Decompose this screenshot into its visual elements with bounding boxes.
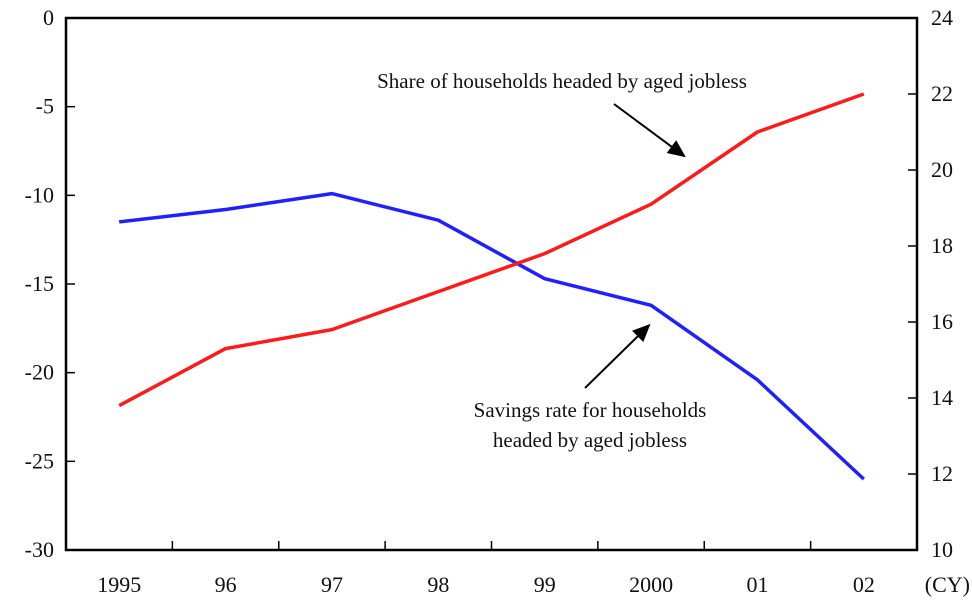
annotation-arrow-household-share [613, 103, 686, 158]
x-axis-unit-label: (CY) [925, 572, 970, 597]
right-axis-tick-label: 12 [931, 461, 953, 486]
left-axis-tick-label: -30 [25, 537, 54, 562]
right-axis-tick-label: 24 [931, 5, 953, 30]
left-axis-tick-label: 0 [43, 5, 54, 30]
annotations: Share of households headed by aged joble… [377, 69, 747, 452]
x-axis-tick-label: 02 [853, 572, 875, 597]
right-axis-tick-label: 22 [931, 81, 953, 106]
left-axis-tick-label: -5 [36, 94, 54, 119]
tick-labels: 0 -5 -10 -15 -20 -25 -30 24 22 20 18 16 14 12 10 1995 96… [25, 5, 970, 597]
left-axis-tick-label: -25 [25, 448, 54, 473]
x-axis-tick-label: 2000 [629, 572, 673, 597]
right-axis-tick-label: 20 [931, 157, 953, 182]
left-axis-tick-label: -10 [25, 182, 54, 207]
right-axis-tick-label: 14 [931, 385, 953, 410]
x-axis-tick-label: 99 [534, 572, 556, 597]
left-axis-tick-label: -20 [25, 360, 54, 385]
right-axis-tick-label: 16 [931, 309, 953, 334]
right-axis-tick-label: 18 [931, 233, 953, 258]
annotation-arrow-savings-rate [584, 323, 651, 389]
annotation-savings-rate-line1: Savings rate for households [474, 398, 707, 422]
annotation-savings-rate-line2: headed by aged jobless [493, 428, 687, 452]
x-axis-tick-label: 97 [321, 572, 343, 597]
x-axis-tick-label: 96 [215, 572, 237, 597]
x-axis-tick-label: 01 [746, 572, 768, 597]
series-line-household-share [118, 92, 865, 408]
x-axis-tick-label: 98 [427, 572, 449, 597]
axis-ticks [66, 17, 917, 551]
series-line-savings-rate [118, 191, 865, 481]
series-lines [118, 92, 865, 481]
left-axis-tick-label: -15 [25, 271, 54, 296]
annotation-household-share: Share of households headed by aged joble… [377, 69, 747, 93]
plot-frame [64, 16, 919, 552]
x-axis-tick-label: 1995 [97, 572, 141, 597]
right-axis-tick-label: 10 [931, 537, 953, 562]
